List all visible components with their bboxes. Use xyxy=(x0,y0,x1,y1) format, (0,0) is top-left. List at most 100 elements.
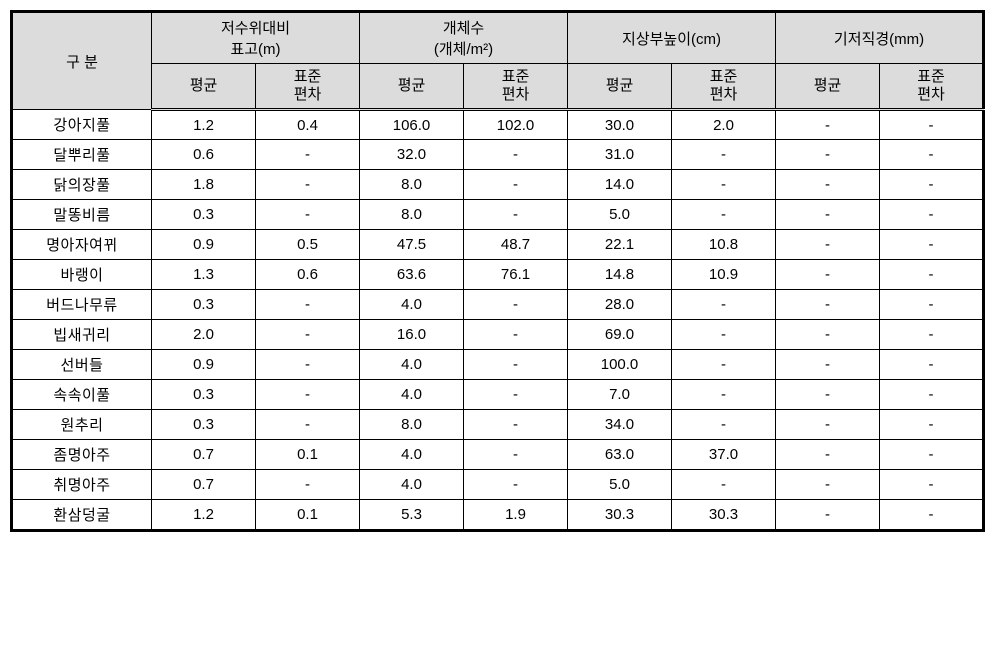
row-label: 취명아주 xyxy=(12,470,152,500)
cell: 30.3 xyxy=(568,500,672,531)
cell: 8.0 xyxy=(360,200,464,230)
cell: 0.7 xyxy=(152,440,256,470)
cell: 30.0 xyxy=(568,110,672,140)
cell: - xyxy=(880,230,984,260)
cell: 4.0 xyxy=(360,290,464,320)
cell: 22.1 xyxy=(568,230,672,260)
cell: 31.0 xyxy=(568,140,672,170)
cell: - xyxy=(672,170,776,200)
cell: 48.7 xyxy=(464,230,568,260)
cell: - xyxy=(880,440,984,470)
cell: - xyxy=(672,290,776,320)
header-sub-sd-3: 표준편차 xyxy=(672,64,776,110)
row-label: 선버들 xyxy=(12,350,152,380)
cell: - xyxy=(880,140,984,170)
header-group-3: 지상부높이(cm) xyxy=(568,12,776,64)
cell: - xyxy=(880,470,984,500)
cell: - xyxy=(672,140,776,170)
cell: - xyxy=(776,320,880,350)
cell: - xyxy=(880,170,984,200)
cell: 1.8 xyxy=(152,170,256,200)
table-row: 취명아주0.7-4.0-5.0--- xyxy=(12,470,984,500)
cell: 0.7 xyxy=(152,470,256,500)
cell: - xyxy=(464,410,568,440)
header-group-4-line1: 기저직경(mm) xyxy=(834,31,924,48)
cell: 47.5 xyxy=(360,230,464,260)
cell: - xyxy=(880,200,984,230)
cell: 10.9 xyxy=(672,260,776,290)
cell: 4.0 xyxy=(360,470,464,500)
cell: - xyxy=(464,170,568,200)
cell: 63.0 xyxy=(568,440,672,470)
cell: - xyxy=(776,410,880,440)
table-row: 속속이풀0.3-4.0-7.0--- xyxy=(12,380,984,410)
cell: - xyxy=(672,470,776,500)
cell: 8.0 xyxy=(360,410,464,440)
cell: 8.0 xyxy=(360,170,464,200)
cell: 4.0 xyxy=(360,350,464,380)
cell: 0.3 xyxy=(152,380,256,410)
cell: - xyxy=(256,470,360,500)
cell: - xyxy=(880,320,984,350)
cell: 5.3 xyxy=(360,500,464,531)
header-group-2: 개체수 (개체/m²) xyxy=(360,12,568,64)
cell: - xyxy=(776,110,880,140)
cell: - xyxy=(776,500,880,531)
cell: 0.9 xyxy=(152,350,256,380)
cell: - xyxy=(776,290,880,320)
cell: - xyxy=(464,290,568,320)
table-row: 선버들0.9-4.0-100.0--- xyxy=(12,350,984,380)
cell: 0.3 xyxy=(152,290,256,320)
cell: - xyxy=(256,140,360,170)
cell: - xyxy=(776,470,880,500)
cell: 10.8 xyxy=(672,230,776,260)
row-label: 환삼덩굴 xyxy=(12,500,152,531)
cell: - xyxy=(880,110,984,140)
row-label: 강아지풀 xyxy=(12,110,152,140)
row-label: 말똥비름 xyxy=(12,200,152,230)
cell: 100.0 xyxy=(568,350,672,380)
cell: - xyxy=(672,200,776,230)
header-sub-sd-2: 표준편차 xyxy=(464,64,568,110)
header-sub-sd-1: 표준편차 xyxy=(256,64,360,110)
row-label: 빕새귀리 xyxy=(12,320,152,350)
cell: 4.0 xyxy=(360,440,464,470)
cell: 0.1 xyxy=(256,500,360,531)
cell: 1.9 xyxy=(464,500,568,531)
row-label: 좀명아주 xyxy=(12,440,152,470)
cell: - xyxy=(464,200,568,230)
cell: 2.0 xyxy=(152,320,256,350)
header-group-1-line2: 표고(m) xyxy=(230,41,280,58)
cell: 0.6 xyxy=(152,140,256,170)
cell: 0.3 xyxy=(152,200,256,230)
table-row: 버드나무류0.3-4.0-28.0--- xyxy=(12,290,984,320)
table-row: 좀명아주0.70.14.0-63.037.0-- xyxy=(12,440,984,470)
cell: 0.5 xyxy=(256,230,360,260)
table-row: 말똥비름0.3-8.0-5.0--- xyxy=(12,200,984,230)
cell: - xyxy=(464,440,568,470)
header-sub-mean-1: 평균 xyxy=(152,64,256,110)
cell: - xyxy=(776,170,880,200)
cell: 0.3 xyxy=(152,410,256,440)
cell: 1.2 xyxy=(152,500,256,531)
table-row: 강아지풀1.20.4106.0102.030.02.0-- xyxy=(12,110,984,140)
cell: 102.0 xyxy=(464,110,568,140)
header-group-1: 저수위대비 표고(m) xyxy=(152,12,360,64)
row-label: 속속이풀 xyxy=(12,380,152,410)
cell: 1.3 xyxy=(152,260,256,290)
header-category: 구 분 xyxy=(12,12,152,110)
table-row: 빕새귀리2.0-16.0-69.0--- xyxy=(12,320,984,350)
row-label: 닭의장풀 xyxy=(12,170,152,200)
cell: - xyxy=(776,350,880,380)
header-group-2-line2: (개체/m²) xyxy=(434,41,493,58)
cell: 34.0 xyxy=(568,410,672,440)
table-row: 닭의장풀1.8-8.0-14.0--- xyxy=(12,170,984,200)
row-label: 원추리 xyxy=(12,410,152,440)
cell: - xyxy=(672,380,776,410)
cell: - xyxy=(880,350,984,380)
cell: - xyxy=(464,380,568,410)
cell: 2.0 xyxy=(672,110,776,140)
table-header: 구 분 저수위대비 표고(m) 개체수 (개체/m²) 지상부높이(cm) 기저… xyxy=(12,12,984,110)
cell: - xyxy=(880,500,984,531)
header-group-4: 기저직경(mm) xyxy=(776,12,984,64)
